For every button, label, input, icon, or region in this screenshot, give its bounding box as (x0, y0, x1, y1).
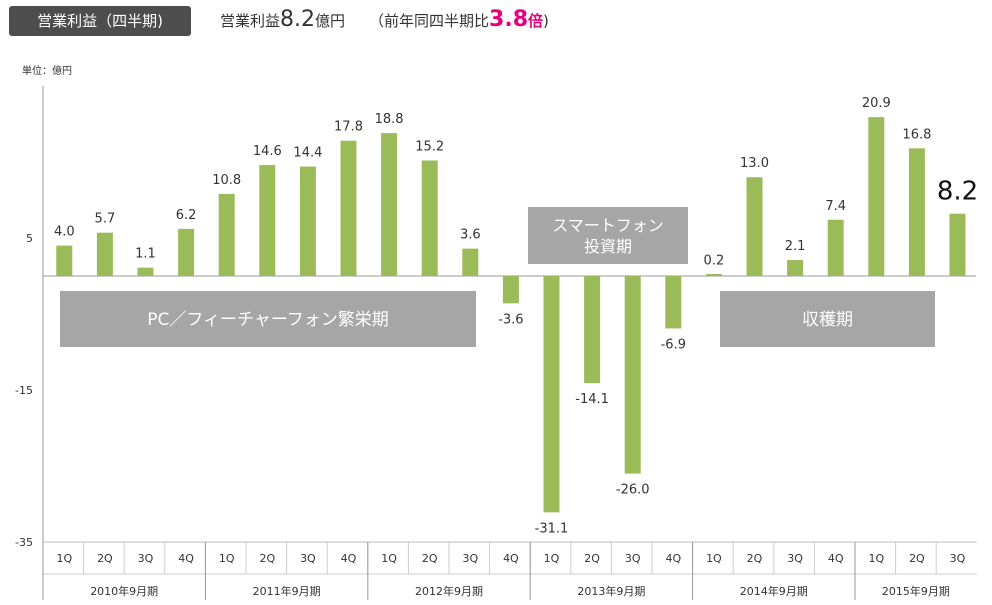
x-tick-label: 3Q (787, 552, 803, 565)
y-tick-label: -35 (15, 536, 33, 549)
phase-box (528, 207, 688, 264)
data-label: -26.0 (616, 483, 650, 498)
data-label: 4.0 (54, 225, 75, 240)
bar (381, 133, 398, 276)
header-summary: 営業利益8.2億円 （前年同四半期比3.8倍) (220, 4, 549, 36)
bar (584, 276, 601, 384)
bar (665, 276, 682, 329)
phase-box (60, 291, 476, 347)
bar (218, 193, 235, 276)
unit-label: 単位：億円 (22, 66, 72, 77)
group-label: 2011年9月期 (253, 584, 321, 598)
group-label: 2015年9月期 (882, 584, 950, 598)
data-label: 5.7 (95, 212, 116, 227)
phase-box (720, 291, 935, 347)
x-tick-label: 1Q (544, 552, 560, 565)
x-tick-label: 1Q (381, 552, 397, 565)
phase-label: PC／フィーチャーフォン繁栄期 (147, 310, 389, 330)
phase-label: 収穫期 (802, 310, 853, 330)
chart-title-badge: 営業利益（四半期) (9, 6, 191, 36)
compare-suffix: ) (543, 12, 549, 30)
group-label: 2010年9月期 (90, 584, 158, 598)
data-label: 3.6 (460, 228, 481, 243)
x-tick-label: 2Q (259, 552, 275, 565)
data-label: 6.2 (176, 208, 197, 223)
summary-unit: 億円 (315, 12, 346, 30)
bar (259, 165, 276, 276)
summary-prefix: 営業利益 (220, 12, 281, 30)
x-tick-label: 4Q (178, 552, 194, 565)
x-tick-label: 1Q (868, 552, 884, 565)
summary-value: 8.2 (280, 7, 316, 32)
bar (949, 213, 966, 276)
x-tick-label: 3Q (138, 552, 154, 565)
data-label: 16.8 (902, 127, 931, 142)
group-label: 2014年9月期 (740, 584, 808, 598)
data-label: 8.2 (937, 177, 978, 207)
bar (462, 248, 479, 276)
phase-label: 投資期 (584, 237, 632, 256)
data-label: 1.1 (135, 247, 156, 262)
bar (827, 219, 844, 276)
data-label: -14.1 (575, 392, 609, 407)
bar (421, 160, 438, 276)
data-label: 13.0 (740, 156, 769, 171)
bar (705, 274, 722, 276)
x-tick-label: 4Q (665, 552, 681, 565)
bar (787, 260, 804, 276)
group-label: 2012年9月期 (415, 584, 483, 598)
data-label: 7.4 (825, 199, 846, 214)
x-tick-label: 1Q (219, 552, 235, 565)
x-tick-label: 2Q (97, 552, 113, 565)
phase-label: スマートフォン (552, 216, 664, 235)
x-tick-label: 4Q (341, 552, 357, 565)
group-label: 2013年9月期 (577, 584, 645, 598)
data-label: -6.9 (661, 337, 686, 352)
bar (56, 245, 73, 276)
x-tick-label: 2Q (747, 552, 763, 565)
data-label: -31.1 (535, 521, 569, 536)
x-tick-label: 2Q (909, 552, 925, 565)
bar (137, 267, 154, 276)
bar (868, 117, 885, 276)
x-tick-label: 4Q (503, 552, 519, 565)
x-tick-label: 3Q (462, 552, 478, 565)
x-tick-label: 3Q (300, 552, 316, 565)
compare-prefix: （前年同四半期比 (369, 12, 490, 30)
x-tick-label: 1Q (56, 552, 72, 565)
bar (624, 276, 641, 474)
bar (178, 228, 195, 276)
bar (96, 232, 113, 276)
compare-unit: 倍 (528, 12, 544, 30)
data-label: 20.9 (862, 96, 891, 111)
data-label: 14.6 (253, 144, 282, 159)
y-tick-label: 5 (26, 232, 33, 245)
data-label: -3.6 (498, 312, 523, 327)
x-tick-label: 1Q (706, 552, 722, 565)
compare-value: 3.8 (489, 7, 529, 32)
bar (502, 276, 519, 304)
bar (543, 276, 560, 513)
x-tick-label: 2Q (584, 552, 600, 565)
data-label: 17.8 (334, 120, 363, 135)
data-label: 14.4 (293, 146, 322, 161)
data-label: 2.1 (785, 239, 806, 254)
data-label: 18.8 (375, 112, 404, 127)
x-tick-label: 3Q (950, 552, 966, 565)
x-tick-label: 3Q (625, 552, 641, 565)
bar (908, 148, 925, 276)
bar (746, 177, 763, 276)
data-label: 0.2 (704, 253, 725, 268)
x-tick-label: 2Q (422, 552, 438, 565)
bar (299, 166, 316, 276)
x-tick-label: 4Q (828, 552, 844, 565)
bar (340, 140, 357, 276)
y-tick-label: -15 (15, 384, 33, 397)
data-label: 15.2 (415, 139, 444, 154)
data-label: 10.8 (212, 173, 241, 188)
